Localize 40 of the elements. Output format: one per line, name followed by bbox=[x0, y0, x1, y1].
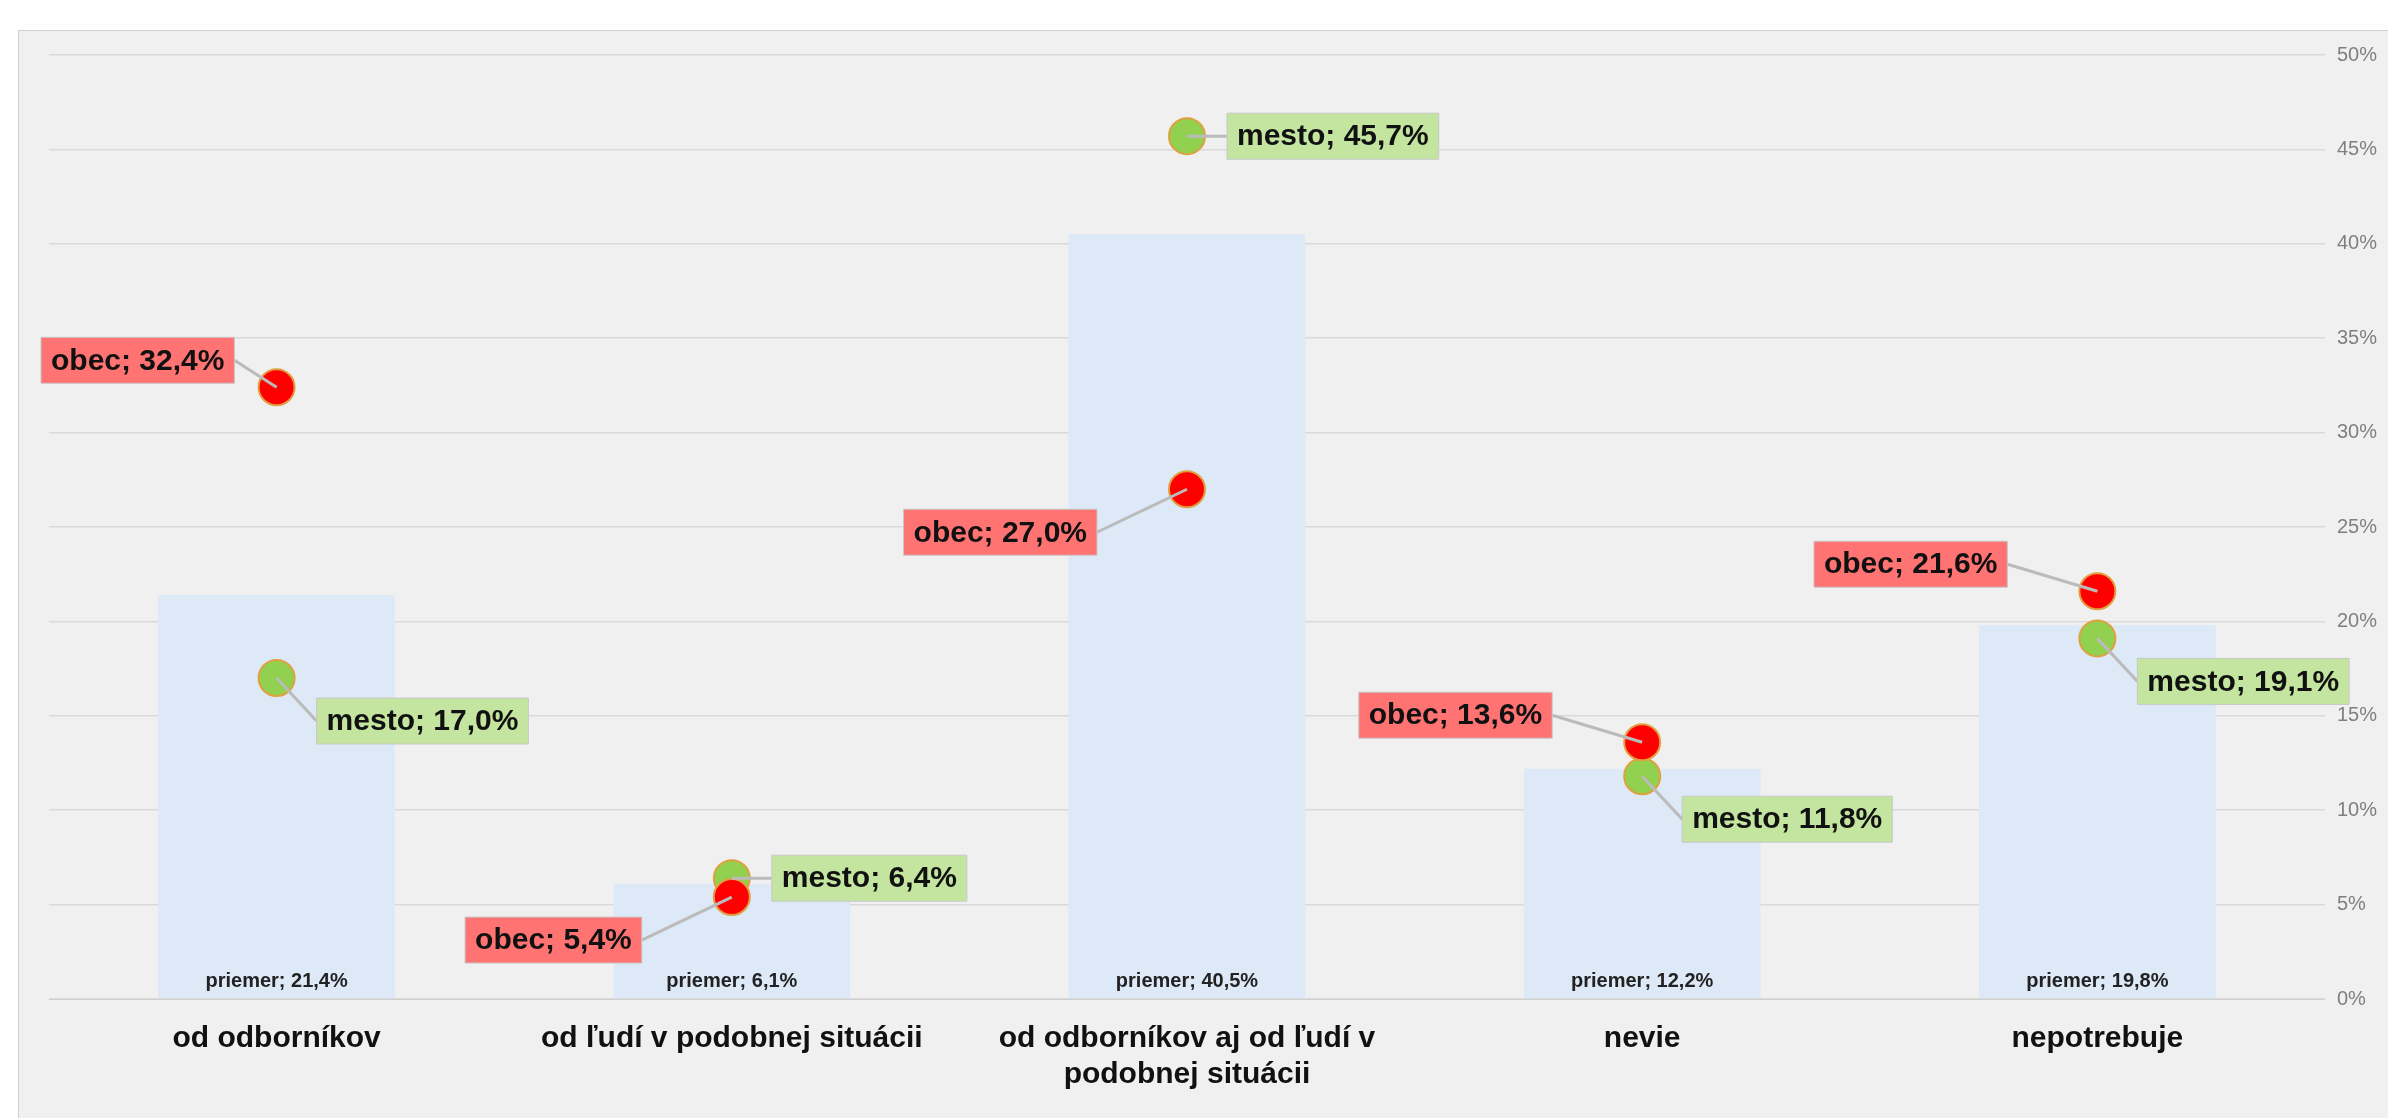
point bbox=[1623, 723, 1662, 762]
point bbox=[712, 878, 751, 917]
y-tick-label: 45% bbox=[2336, 136, 2378, 159]
data-label: mesto; 6,4% bbox=[781, 860, 957, 894]
point bbox=[1623, 757, 1662, 796]
y-tick-label: 20% bbox=[2336, 608, 2378, 631]
y-tick-label: 0% bbox=[2336, 986, 2367, 1009]
data-label: obec; 21,6% bbox=[1823, 546, 1998, 580]
y-tick-label: 30% bbox=[2336, 420, 2378, 443]
data-label: mesto; 45,7% bbox=[1236, 118, 1429, 152]
point bbox=[257, 659, 296, 698]
data-label: mesto; 11,8% bbox=[1692, 801, 1883, 835]
point bbox=[257, 368, 296, 407]
data-label: obec; 13,6% bbox=[1368, 697, 1543, 731]
data-label: mesto; 17,0% bbox=[326, 703, 519, 737]
y-tick-label: 25% bbox=[2336, 514, 2378, 537]
x-tick-label: od odborníkov bbox=[172, 1020, 382, 1054]
point bbox=[1167, 470, 1206, 509]
y-tick-label: 35% bbox=[2336, 325, 2378, 348]
data-label: priemer; 19,8% bbox=[2026, 968, 2169, 991]
point bbox=[2078, 619, 2117, 658]
data-label: obec; 32,4% bbox=[51, 342, 225, 376]
point bbox=[1167, 117, 1206, 156]
y-tick-label: 5% bbox=[2336, 892, 2367, 915]
data-label: obec; 27,0% bbox=[913, 514, 1087, 548]
x-tick-label: nepotrebuje bbox=[2011, 1020, 2184, 1054]
y-tick-label: 40% bbox=[2336, 231, 2378, 254]
x-tick-label: od ľudí v podobnej situácii bbox=[541, 1020, 923, 1054]
data-label: obec; 5,4% bbox=[475, 922, 632, 956]
x-tick-label: od odborníkov aj od ľudí v podobnej situácii bbox=[998, 1020, 1376, 1090]
data-label: priemer; 21,4% bbox=[205, 968, 348, 991]
data-label: priemer; 6,1% bbox=[666, 968, 798, 991]
data-label: priemer; 40,5% bbox=[1115, 968, 1259, 991]
y-tick-label: 10% bbox=[2336, 797, 2378, 820]
x-tick-label: nevie bbox=[1603, 1020, 1681, 1054]
point bbox=[2078, 572, 2117, 611]
data-label: mesto; 19,1% bbox=[2147, 663, 2340, 697]
y-tick-label: 15% bbox=[2336, 703, 2378, 726]
y-tick-label: 50% bbox=[2336, 42, 2378, 65]
data-label: priemer; 12,2% bbox=[1571, 968, 1714, 991]
